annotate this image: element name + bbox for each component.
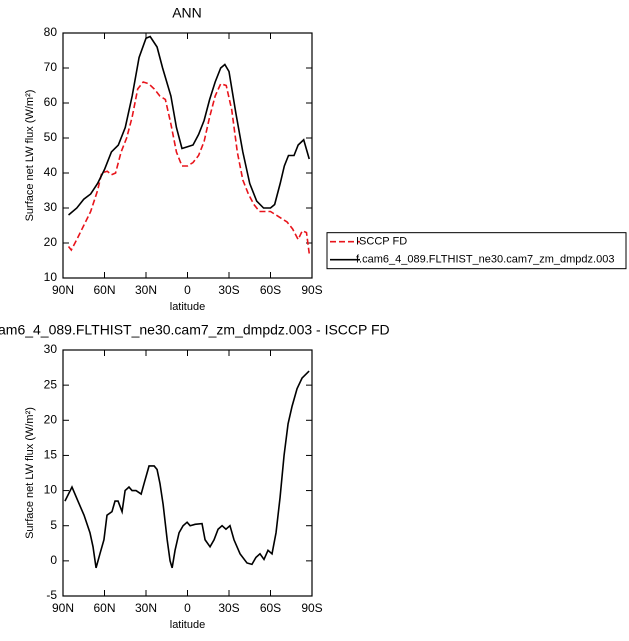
y-tick-label: -5: [46, 588, 57, 602]
x-tick-label: 60S: [260, 283, 281, 297]
y-axis-label: Surface net LW flux (W/m²): [24, 90, 36, 222]
x-tick-label: 60N: [93, 601, 115, 615]
y-tick-label: 80: [44, 25, 58, 39]
x-tick-label: 90N: [52, 283, 74, 297]
x-tick-label: 60S: [260, 601, 281, 615]
data-line: [67, 81, 311, 254]
y-tick-label: 20: [44, 235, 58, 249]
y-tick-label: 10: [44, 270, 58, 284]
plot-frame: [62, 32, 313, 279]
x-axis-label: latitude: [170, 301, 205, 313]
y-tick-label: 0: [50, 553, 57, 567]
y-axis-label: Surface net LW flux (W/m²): [24, 407, 36, 539]
data-line: [64, 370, 310, 569]
x-tick-label: 90S: [301, 283, 322, 297]
x-tick-label: 0: [184, 283, 191, 297]
x-axis-label: latitude: [170, 619, 205, 631]
y-tick-label: 5: [50, 518, 57, 532]
legend-label: ISCCP FD: [356, 236, 407, 248]
x-tick-label: 30N: [135, 601, 157, 615]
x-tick-label: 0: [184, 601, 191, 615]
y-tick-label: 20: [44, 412, 58, 426]
y-tick-label: 15: [44, 448, 58, 462]
x-tick-label: 30S: [218, 283, 239, 297]
data-line: [68, 35, 310, 216]
x-tick-label: 90S: [301, 601, 322, 615]
chart-title: ANN: [172, 5, 202, 21]
y-tick-label: 10: [44, 483, 58, 497]
y-tick-label: 30: [44, 342, 58, 356]
y-tick-label: 40: [44, 165, 58, 179]
legend-label: f.cam6_4_089.FLTHIST_ne30.cam7_zm_dmpdz.…: [356, 254, 614, 266]
x-tick-label: 60N: [93, 283, 115, 297]
y-tick-label: 60: [44, 95, 58, 109]
x-tick-label: 90N: [52, 601, 74, 615]
legend-box: [326, 232, 627, 270]
y-tick-label: 50: [44, 130, 58, 144]
y-tick-label: 25: [44, 377, 58, 391]
chart-title: am6_4_089.FLTHIST_ne30.cam7_zm_dmpdz.003…: [0, 322, 390, 338]
y-tick-label: 30: [44, 200, 58, 214]
y-tick-label: 70: [44, 60, 58, 74]
x-tick-label: 30S: [218, 601, 239, 615]
x-tick-label: 30N: [135, 283, 157, 297]
plot-frame: [62, 349, 313, 597]
